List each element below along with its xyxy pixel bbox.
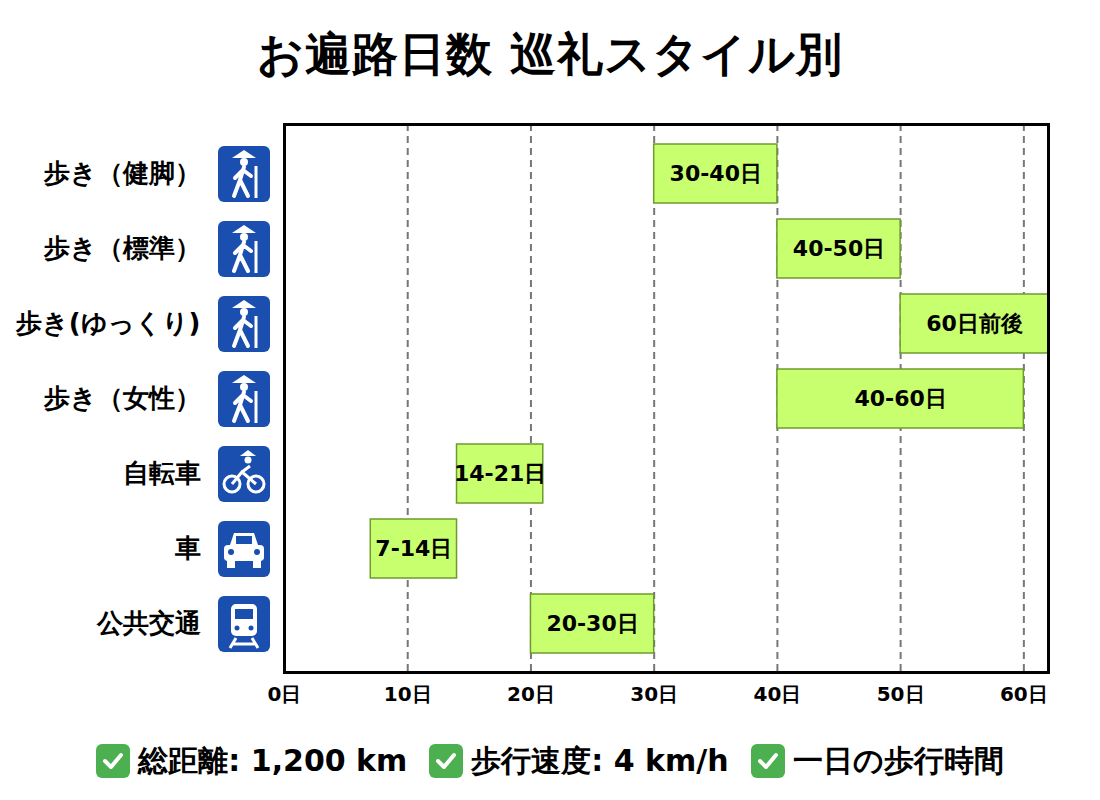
svg-text:10日: 10日: [384, 682, 432, 706]
svg-text:車: 車: [174, 533, 201, 563]
svg-text:歩き（健脚）: 歩き（健脚）: [43, 158, 201, 188]
svg-text:40-50日: 40-50日: [793, 236, 885, 261]
html-text:一日の歩行時間: 一日の歩行時間: [792, 742, 1004, 778]
html-text:お遍路日数 巡礼スタイル別: お遍路日数 巡礼スタイル別: [257, 27, 843, 81]
svg-text:自転車: 自転車: [123, 458, 201, 488]
svg-text:歩き(ゆっくり): 歩き(ゆっくり): [15, 308, 201, 338]
svg-text:20-30日: 20-30日: [546, 611, 638, 636]
svg-text:40日: 40日: [753, 682, 801, 706]
svg-text:30日: 30日: [630, 682, 678, 706]
svg-text:60日前後: 60日前後: [926, 311, 1023, 336]
svg-text:20日: 20日: [507, 682, 555, 706]
html-text:総距離: 1,200 km: 総距離: 1,200 km: [138, 742, 408, 778]
svg-text:歩き（標準）: 歩き（標準）: [43, 233, 201, 263]
html-text:歩行速度: 4 km/h: 歩行速度: 4 km/h: [471, 742, 729, 778]
svg-text:7-14日: 7-14日: [375, 536, 452, 561]
svg-text:50日: 50日: [877, 682, 925, 706]
svg-text:公共交通: 公共交通: [96, 608, 201, 638]
svg-text:0日: 0日: [268, 682, 302, 706]
svg-text:歩き（女性）: 歩き（女性）: [43, 383, 201, 413]
svg-text:14-21日: 14-21日: [454, 461, 546, 486]
svg-text:30-40日: 30-40日: [670, 161, 762, 186]
svg-text:40-60日: 40-60日: [854, 386, 946, 411]
svg-text:60日: 60日: [1000, 682, 1048, 706]
